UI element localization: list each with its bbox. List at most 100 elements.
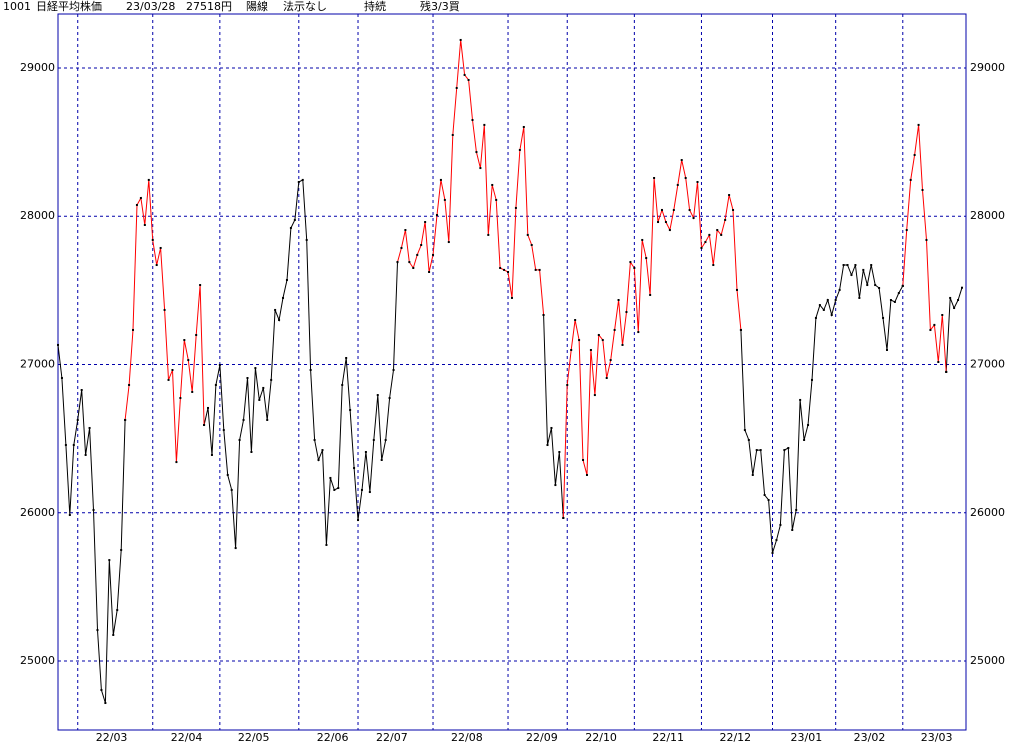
price-point bbox=[226, 473, 229, 476]
price-point bbox=[854, 264, 857, 267]
x-tick-label: 22/12 bbox=[719, 731, 751, 744]
price-point bbox=[143, 223, 146, 226]
price-point bbox=[116, 609, 119, 612]
price-point bbox=[692, 217, 695, 220]
price-point bbox=[732, 209, 735, 212]
y2-tick-label: 26000 bbox=[970, 506, 1005, 519]
header-date: 23/03/28 bbox=[126, 0, 175, 13]
header-signal: 法示なし bbox=[283, 0, 327, 13]
price-point bbox=[301, 178, 304, 181]
price-point bbox=[195, 334, 198, 337]
price-point bbox=[487, 233, 490, 236]
price-point bbox=[822, 308, 825, 311]
price-point bbox=[605, 377, 608, 380]
price-point bbox=[439, 178, 442, 181]
price-point bbox=[787, 446, 790, 449]
price-point bbox=[759, 449, 762, 452]
price-point bbox=[858, 296, 861, 299]
price-point bbox=[345, 356, 348, 359]
price-point bbox=[471, 119, 474, 122]
price-point bbox=[475, 151, 478, 154]
price-point bbox=[357, 519, 360, 522]
price-point bbox=[834, 299, 837, 302]
price-point bbox=[755, 449, 758, 452]
price-point bbox=[68, 514, 71, 517]
price-point bbox=[688, 209, 691, 212]
price-point bbox=[870, 264, 873, 267]
price-point bbox=[747, 438, 750, 441]
price-point bbox=[199, 284, 202, 287]
price-point bbox=[333, 488, 336, 491]
price-point bbox=[917, 123, 920, 126]
price-point bbox=[510, 296, 513, 299]
price-point bbox=[558, 450, 561, 453]
price-point bbox=[321, 449, 324, 452]
price-point bbox=[400, 246, 403, 249]
price-point bbox=[593, 394, 596, 397]
x-tick-label: 22/06 bbox=[317, 731, 349, 744]
price-point bbox=[412, 266, 415, 269]
price-point bbox=[329, 476, 332, 479]
price-point bbox=[282, 296, 285, 299]
y-tick-label: 26000 bbox=[20, 506, 55, 519]
price-point bbox=[771, 551, 774, 554]
price-point bbox=[518, 148, 521, 151]
price-point bbox=[807, 424, 810, 427]
price-point bbox=[80, 389, 83, 392]
price-point bbox=[566, 383, 569, 386]
price-point bbox=[159, 246, 162, 249]
price-point bbox=[672, 209, 675, 212]
price-point bbox=[309, 368, 312, 371]
price-point bbox=[451, 133, 454, 136]
price-point bbox=[668, 229, 671, 232]
price-point bbox=[92, 508, 95, 511]
price-point bbox=[882, 316, 885, 319]
price-point bbox=[799, 398, 802, 401]
price-point bbox=[325, 543, 328, 546]
header-trend: 持続 bbox=[364, 0, 386, 13]
price-point bbox=[578, 339, 581, 342]
price-point bbox=[562, 516, 565, 519]
price-point bbox=[905, 229, 908, 232]
price-point bbox=[957, 299, 960, 302]
price-point bbox=[218, 363, 221, 366]
price-point bbox=[609, 359, 612, 362]
x-tick-label: 23/01 bbox=[791, 731, 823, 744]
x-tick-label: 22/05 bbox=[238, 731, 270, 744]
price-point bbox=[680, 159, 683, 162]
price-point bbox=[254, 367, 257, 370]
price-point bbox=[274, 308, 277, 311]
price-point bbox=[368, 491, 371, 494]
price-point bbox=[538, 268, 541, 271]
price-point bbox=[108, 559, 111, 562]
y-tick-label: 25000 bbox=[20, 654, 55, 667]
price-point bbox=[364, 450, 367, 453]
price-point bbox=[657, 221, 660, 224]
price-point bbox=[728, 194, 731, 197]
y-tick-label: 28000 bbox=[20, 209, 55, 222]
price-point bbox=[684, 176, 687, 179]
price-point bbox=[155, 264, 158, 267]
price-point bbox=[57, 343, 59, 346]
price-line bbox=[57, 179, 963, 704]
header-code: 1001 bbox=[3, 0, 31, 13]
price-point bbox=[814, 316, 817, 319]
price-point bbox=[167, 378, 170, 381]
price-point bbox=[187, 359, 190, 362]
price-point bbox=[104, 702, 107, 705]
price-point bbox=[929, 328, 932, 331]
price-point bbox=[514, 206, 517, 209]
price-point bbox=[88, 426, 91, 429]
price-point bbox=[704, 241, 707, 244]
price-point bbox=[751, 473, 754, 476]
price-point bbox=[546, 444, 549, 447]
price-point bbox=[349, 409, 352, 412]
price-point bbox=[507, 270, 510, 273]
price-point bbox=[775, 539, 778, 542]
price-point bbox=[278, 319, 281, 322]
x-tick-label: 22/08 bbox=[451, 731, 483, 744]
price-point bbox=[317, 458, 320, 461]
header-name: 日経平均株価 bbox=[36, 0, 102, 13]
price-point bbox=[135, 203, 138, 206]
